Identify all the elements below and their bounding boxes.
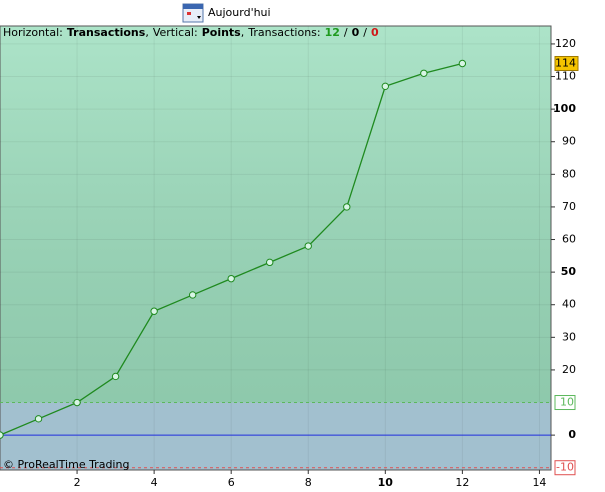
data-point — [0, 431, 4, 439]
x-tick-label: 8 — [305, 476, 312, 489]
data-point — [420, 69, 428, 77]
header-text: Horizontal: — [3, 26, 63, 39]
lower-zone — [0, 402, 551, 470]
y-tick-label: 20 — [562, 363, 576, 376]
header-text: / — [343, 26, 348, 39]
data-point — [381, 82, 390, 91]
plot-border — [0, 25, 552, 471]
header-text: 12 — [324, 26, 340, 39]
header-text: , — [240, 26, 245, 39]
y-tick-label: 80 — [562, 167, 576, 180]
data-point — [73, 398, 81, 407]
data-point — [111, 372, 120, 381]
x-tick-label: 10 — [378, 476, 394, 489]
x-tick-label: 6 — [228, 476, 235, 489]
y-tick-label: 110 — [555, 70, 576, 83]
header-text: 0 — [371, 26, 379, 39]
level-box — [554, 395, 576, 411]
last-value-box — [554, 55, 579, 71]
header-text: Vertical: — [152, 26, 198, 39]
data-point — [304, 242, 312, 250]
y-tick-label: 30 — [562, 330, 576, 343]
data-point — [188, 291, 197, 299]
data-point — [343, 203, 351, 211]
x-tick-label: 12 — [455, 476, 469, 489]
level-box — [554, 460, 576, 476]
y-tick-label: 100 — [553, 102, 576, 115]
y-tick-label: 120 — [555, 37, 576, 50]
y-tick-label: 90 — [562, 135, 576, 148]
y-tick-label: 50 — [561, 265, 577, 278]
level-label: 10 — [560, 396, 574, 409]
chart-header: Horizontal: Transactions, Vertical: Points,… — [3, 26, 379, 39]
upper-zone-shade — [0, 26, 551, 403]
data-point — [227, 274, 235, 283]
header-text: Transactions — [66, 26, 146, 39]
last-value-label: 114 — [555, 56, 576, 69]
level-label: -10 — [556, 461, 574, 474]
x-tick-label: 14 — [532, 476, 546, 489]
toolbar-icon[interactable] — [182, 3, 204, 23]
header-text: / — [363, 26, 368, 39]
y-tick-label: 60 — [562, 233, 576, 246]
y-tick-label: 40 — [562, 298, 576, 311]
watermark: © ProRealTime Trading — [3, 458, 129, 471]
data-point — [150, 307, 158, 315]
data-point — [34, 415, 43, 423]
x-tick-label: 4 — [151, 476, 158, 489]
toolbar-button[interactable]: Aujourd'hui — [208, 6, 271, 19]
header-text: Points — [201, 26, 241, 39]
x-tick-label: 2 — [74, 476, 81, 489]
data-point — [458, 59, 467, 68]
data-point — [266, 258, 274, 267]
header-text: Transactions: — [248, 26, 321, 39]
y-tick-label: 0 — [568, 428, 576, 441]
header-text: 0 — [351, 26, 360, 39]
y-tick-label: 70 — [562, 200, 576, 213]
header-text: , — [145, 26, 149, 39]
